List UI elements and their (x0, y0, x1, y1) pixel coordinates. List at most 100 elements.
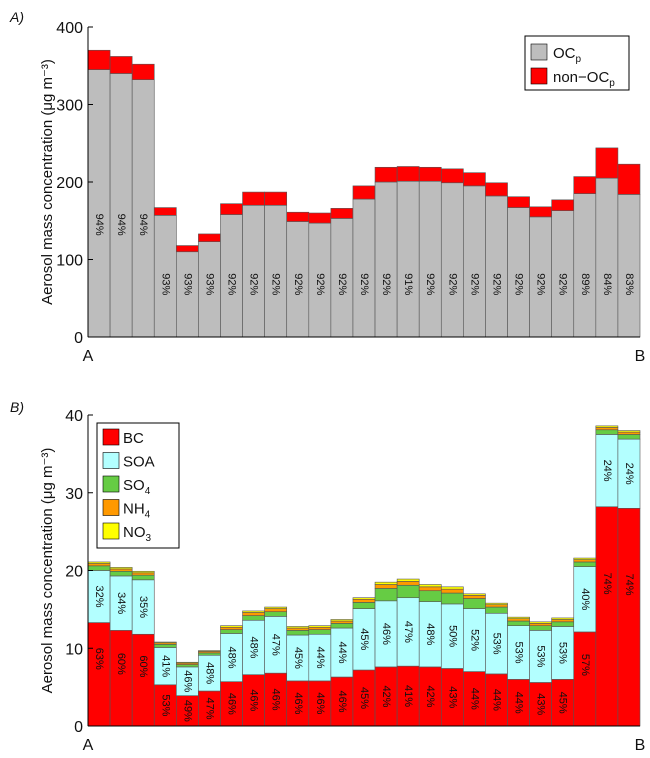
bar-segment-nh4 (242, 612, 265, 616)
bar-label-bc-share: 53% (159, 694, 171, 716)
x-label-start: A (83, 737, 94, 753)
bar-label-soa-share: 41% (159, 655, 171, 677)
bar-segment-nh4 (529, 623, 552, 626)
y-tick-label: 20 (65, 564, 83, 581)
y-tick-label: 30 (65, 486, 83, 503)
bar-segment-nh4 (330, 620, 354, 624)
bar-segment-ocp (617, 194, 641, 338)
panel-b: B) 63% 32% 60% 34% 60% 35% 53% 41% 49% 46% 47% 48% 46… (10, 399, 645, 754)
bar-label-soa-share: 44% (336, 642, 348, 664)
bar-segment-no3 (529, 621, 552, 624)
bar-segment-no3 (418, 584, 442, 588)
bar-label-bc-share: 42% (424, 685, 436, 707)
bar-segment-so4 (87, 565, 111, 571)
y-tick-label: 300 (56, 98, 83, 115)
bar-segment-so4 (374, 588, 398, 602)
bar-segment-nh4 (286, 627, 310, 631)
bar-segment-no3 (617, 430, 641, 433)
legend-label: SO4 (123, 477, 151, 497)
bar-label-ocp-share: 93% (203, 273, 215, 295)
bar-segment-no3 (153, 641, 177, 644)
bar-segment-ocp (396, 180, 420, 338)
bar-segment-non-ocp (507, 196, 530, 208)
bar-segment-non-ocp (198, 233, 221, 242)
bar-label-soa-share: 35% (137, 596, 149, 618)
bar-label-ocp-share: 92% (248, 273, 260, 295)
panel-label: A) (9, 9, 24, 25)
bar-segment-so4 (308, 629, 332, 635)
bar-segment-ocp (418, 180, 442, 338)
bar-label-soa-share: 53% (490, 633, 502, 655)
bar-segment-nh4 (573, 559, 597, 563)
bar-label-soa-share: 53% (557, 642, 569, 664)
bar-segment-so4 (396, 584, 420, 599)
bar-segment-so4 (109, 570, 133, 577)
bar-label-bc-share: 49% (181, 700, 193, 722)
bar-label-ocp-share: 92% (270, 273, 282, 295)
y-tick-label: 10 (65, 641, 83, 658)
bar-label-bc-share: 63% (93, 648, 105, 670)
bar-segment-so4 (352, 602, 376, 609)
bar-label-ocp-share: 92% (557, 273, 569, 295)
bar-label-ocp-share: 92% (358, 273, 370, 295)
legend-swatch (102, 428, 120, 446)
bar-segment-ocp (374, 181, 398, 338)
bar-segment-no3 (242, 610, 265, 613)
bar-segment-so4 (529, 625, 552, 631)
bar-label-bc-share: 60% (137, 655, 149, 677)
bar-segment-ocp (485, 195, 508, 338)
bar-label-soa-share: 48% (424, 623, 436, 645)
bar-label-bc-share: 43% (446, 686, 458, 708)
bar-segment-non-ocp (418, 166, 442, 182)
bar-label-ocp-share: 92% (490, 273, 502, 295)
bar-label-soa-share: 48% (203, 662, 215, 684)
bar-segment-no3 (396, 578, 420, 582)
bar-segment-non-ocp (131, 63, 155, 80)
bar-label-soa-share: 53% (513, 642, 525, 664)
bar-segment-nh4 (617, 431, 641, 435)
bar-segment-so4 (507, 620, 530, 626)
bar-label-bc-share: 44% (513, 692, 525, 714)
bar-segment-non-ocp (242, 191, 265, 206)
legend-swatch (530, 67, 548, 85)
bar-segment-non-ocp (617, 163, 641, 195)
bar-segment-so4 (153, 644, 177, 648)
bar-segment-no3 (507, 616, 530, 620)
bar-label-ocp-share: 92% (292, 273, 304, 295)
y-tick-label: 100 (56, 253, 83, 270)
bar-segment-no3 (573, 557, 597, 560)
bar-segment-no3 (264, 606, 288, 609)
bar-segment-no3 (374, 581, 398, 585)
bar-label-bc-share: 44% (468, 688, 480, 710)
bar-segment-non-ocp (308, 212, 332, 224)
bar-label-bc-share: 41% (402, 685, 414, 707)
bar-segment-no3 (330, 619, 354, 622)
legend-swatch (530, 43, 548, 61)
y-tick-label: 400 (56, 20, 83, 37)
bar-label-ocp-share: 92% (380, 273, 392, 295)
bar-segment-nh4 (463, 595, 486, 599)
bar-segment-nh4 (418, 586, 442, 592)
bar-label-soa-share: 32% (93, 586, 105, 608)
bar-segment-bc (109, 630, 133, 727)
bar-segment-non-ocp (595, 147, 619, 179)
bar-segment-so4 (617, 434, 641, 440)
bar-label-soa-share: 47% (270, 634, 282, 656)
bar-segment-so4 (330, 623, 354, 629)
y-tick-label: 200 (56, 175, 83, 192)
bar-segment-ocp (463, 185, 486, 338)
bar-segment-no3 (551, 617, 575, 620)
legend-label: NO3 (123, 524, 152, 544)
bar-segment-so4 (264, 611, 288, 617)
bar-label-bc-share: 46% (292, 692, 304, 714)
bar-label-soa-share: 34% (115, 592, 127, 614)
bar-segment-non-ocp (352, 185, 376, 200)
bar-label-ocp-share: 94% (93, 214, 105, 236)
bar-segment-nh4 (507, 618, 530, 622)
bar-label-bc-share: 57% (579, 654, 591, 676)
bar-segment-non-ocp (573, 176, 597, 194)
bar-segment-ocp (440, 182, 464, 338)
bar-segment-so4 (286, 630, 310, 636)
